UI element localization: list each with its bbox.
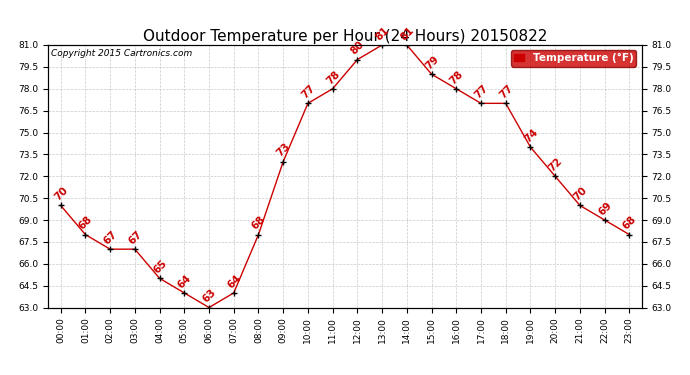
Text: 81: 81 xyxy=(399,25,416,42)
Text: 70: 70 xyxy=(52,185,70,202)
Text: 77: 77 xyxy=(497,83,515,100)
Text: 64: 64 xyxy=(176,273,193,290)
Text: Copyright 2015 Cartronics.com: Copyright 2015 Cartronics.com xyxy=(51,49,193,58)
Text: 68: 68 xyxy=(77,214,95,232)
Text: 63: 63 xyxy=(201,287,218,305)
Text: 70: 70 xyxy=(571,185,589,202)
Text: 67: 67 xyxy=(126,229,144,246)
Text: 79: 79 xyxy=(423,54,440,71)
Text: 69: 69 xyxy=(596,200,613,217)
Text: 67: 67 xyxy=(102,229,119,246)
Text: 64: 64 xyxy=(226,273,243,290)
Legend: Temperature (°F): Temperature (°F) xyxy=(511,50,636,66)
Text: 72: 72 xyxy=(547,156,564,174)
Text: 68: 68 xyxy=(250,214,268,232)
Text: 65: 65 xyxy=(151,258,168,276)
Title: Outdoor Temperature per Hour (24 Hours) 20150822: Outdoor Temperature per Hour (24 Hours) … xyxy=(143,29,547,44)
Text: 77: 77 xyxy=(299,83,317,100)
Text: 73: 73 xyxy=(275,141,293,159)
Text: 78: 78 xyxy=(448,69,465,86)
Text: 68: 68 xyxy=(621,214,638,232)
Text: 74: 74 xyxy=(522,127,540,144)
Text: 80: 80 xyxy=(349,39,366,57)
Text: 78: 78 xyxy=(324,69,342,86)
Text: 77: 77 xyxy=(473,83,490,100)
Text: 81: 81 xyxy=(374,25,391,42)
